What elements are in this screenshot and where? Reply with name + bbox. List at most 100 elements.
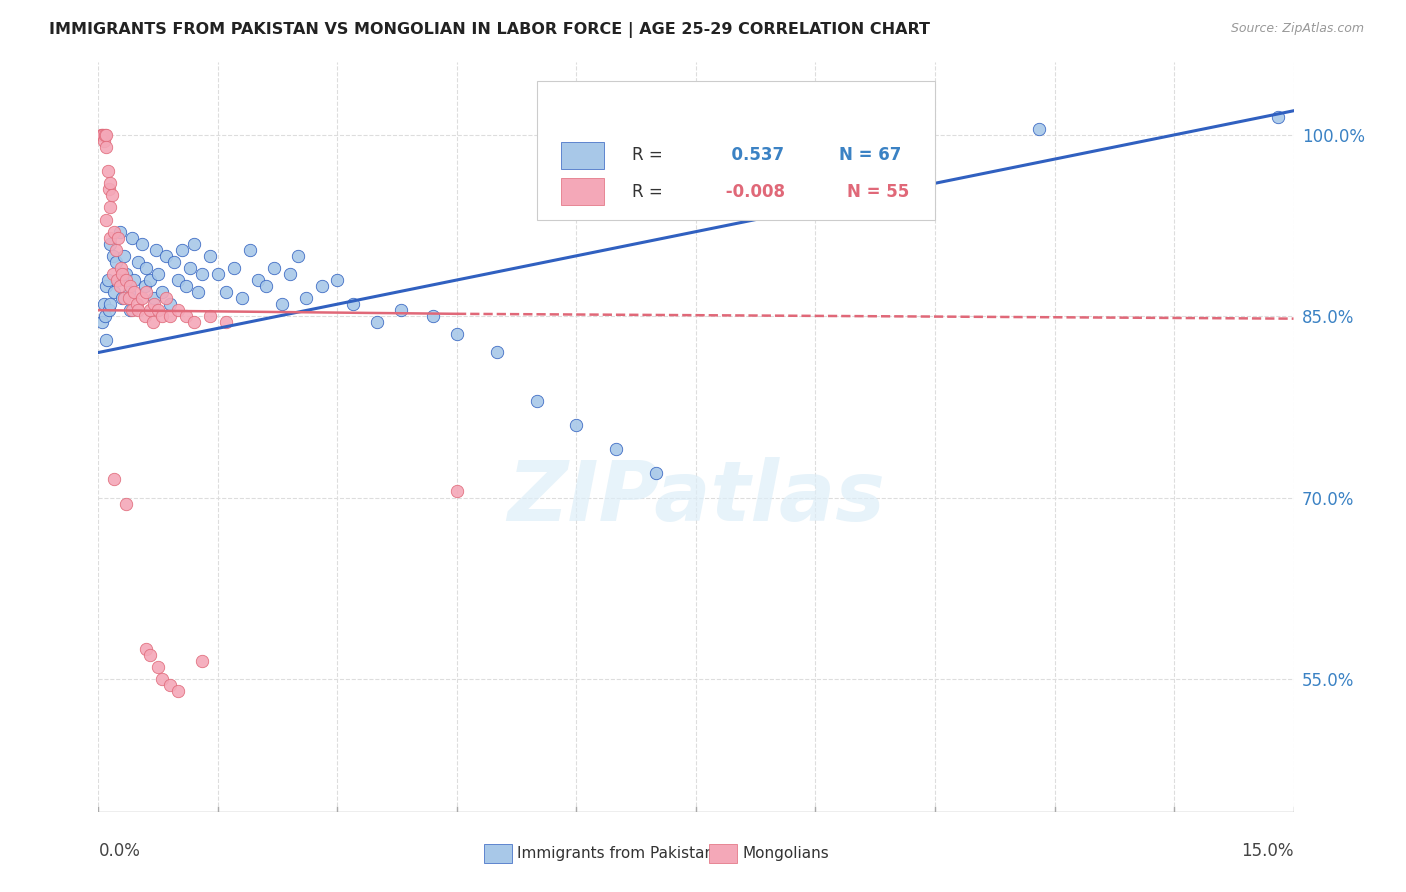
Point <box>605 442 627 457</box>
Point <box>121 303 143 318</box>
Point <box>120 303 142 318</box>
Point <box>98 230 122 244</box>
Point <box>148 303 170 318</box>
Point <box>96 279 118 293</box>
Point <box>97 303 120 318</box>
Point <box>278 267 301 281</box>
Point <box>148 267 170 281</box>
Point <box>107 273 129 287</box>
Point <box>97 182 120 196</box>
Point <box>143 291 166 305</box>
Point <box>112 291 135 305</box>
Bar <box>561 178 605 205</box>
Point <box>93 134 115 148</box>
Point <box>103 225 125 239</box>
Point <box>91 315 114 329</box>
Point <box>422 310 444 324</box>
Point <box>191 267 214 281</box>
Point <box>131 291 153 305</box>
Point <box>150 672 173 686</box>
Point <box>174 279 197 293</box>
Point <box>565 417 588 432</box>
Point <box>765 134 787 148</box>
Point <box>115 497 138 511</box>
Point <box>1028 122 1050 136</box>
Text: 15.0%: 15.0% <box>1241 842 1294 860</box>
Point <box>198 310 221 324</box>
Point <box>139 273 162 287</box>
Point <box>143 297 166 311</box>
Point <box>115 273 138 287</box>
Point <box>191 654 214 668</box>
Text: N = 67: N = 67 <box>839 146 901 164</box>
Point <box>179 260 201 275</box>
Point <box>167 273 190 287</box>
Point <box>207 267 229 281</box>
Point <box>311 279 333 293</box>
Text: R =: R = <box>633 183 664 201</box>
Point <box>139 303 162 318</box>
Point <box>131 236 153 251</box>
Point <box>104 243 127 257</box>
Point <box>98 297 122 311</box>
Point <box>366 315 388 329</box>
Point <box>96 334 118 348</box>
Point <box>135 641 157 656</box>
Point <box>246 273 269 287</box>
Point <box>172 243 194 257</box>
Point <box>150 285 173 299</box>
Point <box>103 285 125 299</box>
Point <box>263 260 285 275</box>
Point <box>94 310 117 324</box>
Point <box>526 393 548 408</box>
Point <box>389 303 412 318</box>
Text: IMMIGRANTS FROM PAKISTAN VS MONGOLIAN IN LABOR FORCE | AGE 25-29 CORRELATION CHA: IMMIGRANTS FROM PAKISTAN VS MONGOLIAN IN… <box>49 22 931 38</box>
Point <box>98 176 121 190</box>
Text: 0.0%: 0.0% <box>98 842 141 860</box>
Point <box>108 279 131 293</box>
Text: Immigrants from Pakistan: Immigrants from Pakistan <box>517 847 714 861</box>
Point <box>97 164 120 178</box>
Point <box>215 315 238 329</box>
Point <box>167 684 190 698</box>
Point <box>91 128 114 142</box>
Point <box>231 291 253 305</box>
Point <box>104 255 127 269</box>
Point <box>155 249 177 263</box>
Point <box>94 128 117 142</box>
Point <box>127 303 149 318</box>
Point <box>135 285 157 299</box>
Point <box>159 297 181 311</box>
Point <box>134 310 156 324</box>
Point <box>97 273 120 287</box>
Point <box>111 291 134 305</box>
Point <box>90 128 112 142</box>
Point <box>121 230 143 244</box>
Point <box>120 279 142 293</box>
Point <box>254 279 277 293</box>
Point <box>101 188 124 202</box>
Point <box>294 291 316 305</box>
Point <box>485 345 508 359</box>
Text: 0.537: 0.537 <box>720 146 785 164</box>
Point <box>105 273 128 287</box>
Point <box>222 260 245 275</box>
Point <box>148 659 170 673</box>
Point <box>125 297 148 311</box>
Point <box>446 327 468 342</box>
Bar <box>561 142 605 169</box>
Point <box>163 255 186 269</box>
Text: ZIPatlas: ZIPatlas <box>508 457 884 538</box>
Point <box>98 236 122 251</box>
Point <box>111 267 134 281</box>
Point <box>96 140 118 154</box>
Point <box>107 230 129 244</box>
Text: Mongolians: Mongolians <box>742 847 830 861</box>
Bar <box>537 80 935 219</box>
Point <box>287 249 309 263</box>
Point <box>198 249 221 263</box>
Point <box>1267 110 1289 124</box>
Point <box>174 310 197 324</box>
Point <box>103 472 125 486</box>
Point <box>155 291 177 305</box>
